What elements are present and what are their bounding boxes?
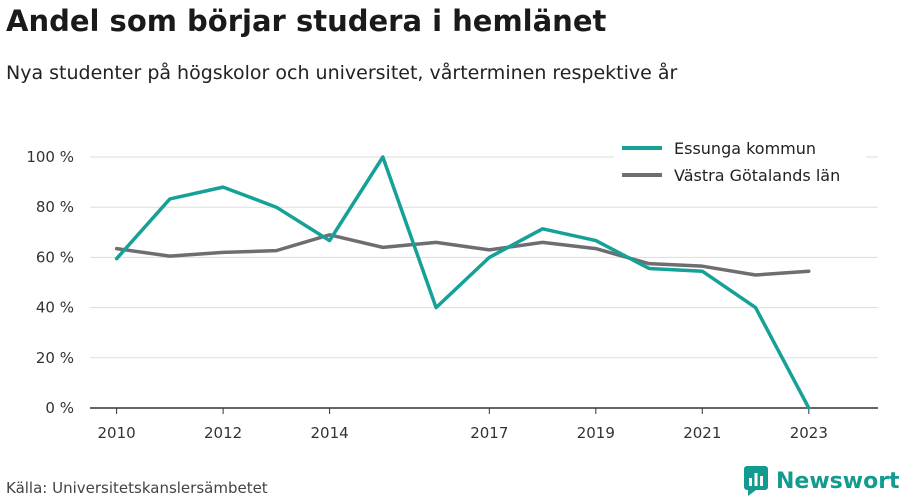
- newsworthy-logo-icon: [744, 466, 768, 496]
- series-line-essunga: [114, 155, 811, 410]
- x-tick-label: 2010: [98, 424, 136, 442]
- chart-subtitle: Nya studenter på högskolor och universit…: [6, 62, 678, 84]
- x-tick-label: 2014: [311, 424, 349, 442]
- brand-name: Newsworthy: [776, 468, 900, 494]
- x-tick-label: 2019: [577, 424, 615, 442]
- y-tick-label: 100 %: [26, 148, 74, 166]
- y-tick-label: 40 %: [36, 299, 74, 317]
- y-tick-label: 0 %: [45, 399, 74, 417]
- chart-title: Andel som börjar studera i hemlänet: [6, 4, 607, 38]
- x-tick-label: 2021: [683, 424, 721, 442]
- y-tick-label: 20 %: [36, 349, 74, 367]
- source-note: Källa: Universitetskanslersämbetet: [6, 479, 268, 497]
- brand-logo-group: Newsworthy: [744, 466, 900, 496]
- legend-background: [614, 132, 866, 194]
- y-tick-label: 80 %: [36, 198, 74, 216]
- legend-label: Västra Götalands län: [674, 166, 840, 185]
- series-line-vastra-gotaland: [114, 233, 811, 277]
- x-tick-label: 2012: [204, 424, 242, 442]
- legend-label: Essunga kommun: [674, 139, 816, 158]
- x-tick-label: 2023: [790, 424, 828, 442]
- y-tick-label: 60 %: [36, 248, 74, 266]
- x-tick-label: 2017: [470, 424, 508, 442]
